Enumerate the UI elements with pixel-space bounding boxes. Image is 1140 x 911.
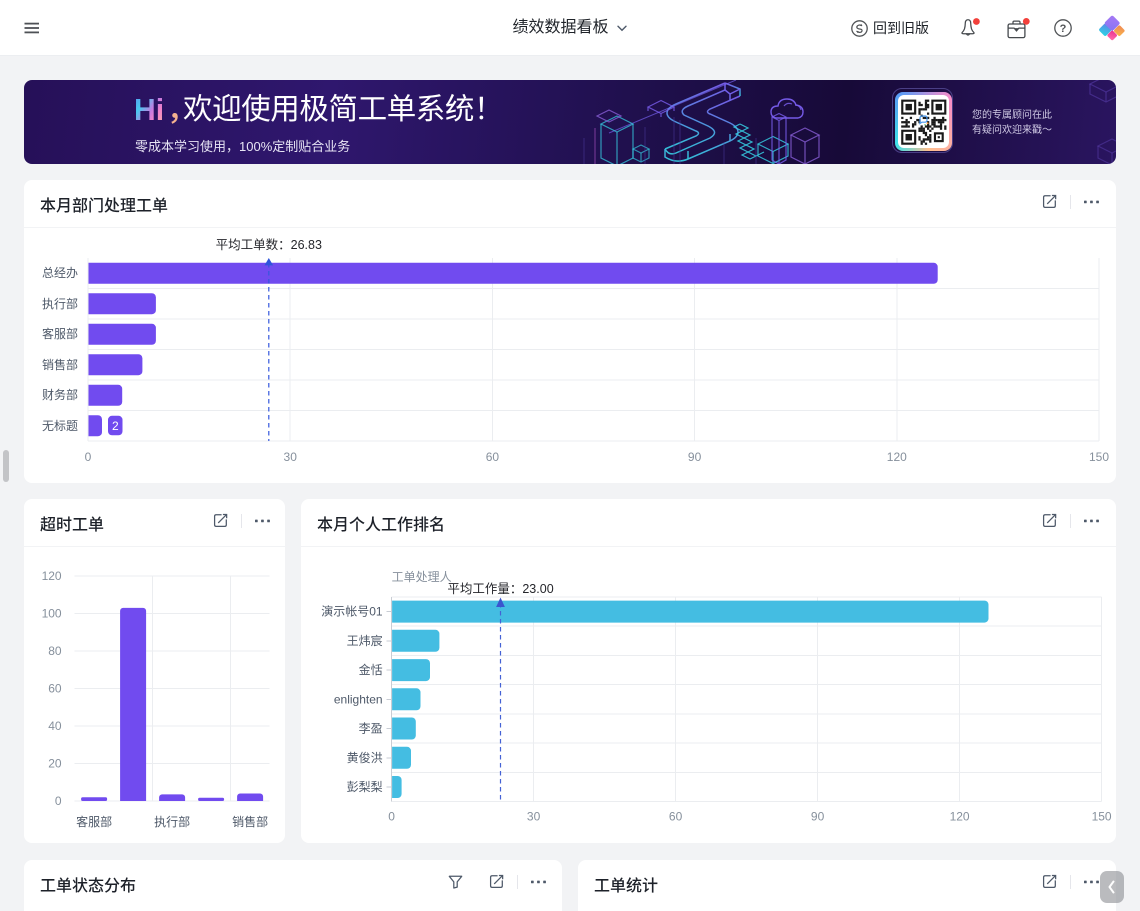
- svg-text:客服部: 客服部: [76, 814, 112, 829]
- svg-text:60: 60: [48, 682, 62, 696]
- svg-text:王炜宸: 王炜宸: [347, 633, 383, 648]
- svg-text:60: 60: [486, 450, 500, 464]
- svg-text:总经办: 总经办: [42, 265, 78, 280]
- svg-text:30: 30: [527, 810, 541, 824]
- svg-text:enlighten: enlighten: [334, 692, 383, 706]
- svg-text:平均工作量：23.00: 平均工作量：23.00: [447, 582, 553, 596]
- svg-text:90: 90: [688, 450, 702, 464]
- svg-text:0: 0: [85, 450, 92, 464]
- svg-text:40: 40: [48, 719, 62, 733]
- svg-text:执行部: 执行部: [42, 296, 78, 311]
- svg-text:客服部: 客服部: [42, 326, 78, 341]
- svg-text:工单处理人: 工单处理人: [392, 570, 452, 584]
- svg-text:150: 150: [1089, 450, 1109, 464]
- svg-text:无标题: 无标题: [42, 419, 78, 433]
- svg-text:150: 150: [1092, 810, 1112, 824]
- svg-text:彭梨梨: 彭梨梨: [347, 780, 383, 794]
- svg-text:30: 30: [284, 450, 298, 464]
- svg-text:120: 120: [887, 450, 907, 464]
- svg-text:20: 20: [48, 757, 62, 771]
- svg-text:60: 60: [669, 810, 683, 824]
- svg-text:0: 0: [388, 810, 395, 824]
- svg-text:执行部: 执行部: [154, 814, 190, 829]
- svg-text:90: 90: [811, 810, 825, 824]
- svg-text:李盈: 李盈: [359, 721, 383, 736]
- svg-text:销售部: 销售部: [232, 814, 268, 829]
- svg-text:销售部: 销售部: [42, 357, 78, 372]
- svg-text:?: ?: [1060, 23, 1067, 35]
- svg-text:120: 120: [950, 810, 970, 824]
- svg-text:金恬: 金恬: [359, 662, 383, 677]
- svg-text:黄俊洪: 黄俊洪: [347, 750, 383, 765]
- svg-text:120: 120: [42, 569, 62, 583]
- svg-text:财务部: 财务部: [42, 387, 78, 402]
- svg-text:平均工单数：26.83: 平均工单数：26.83: [216, 237, 322, 252]
- svg-text:100: 100: [42, 607, 62, 621]
- svg-text:80: 80: [48, 644, 62, 658]
- svg-text:2: 2: [112, 419, 119, 433]
- svg-text:0: 0: [55, 794, 62, 808]
- svg-text:演示帐号01: 演示帐号01: [321, 604, 383, 619]
